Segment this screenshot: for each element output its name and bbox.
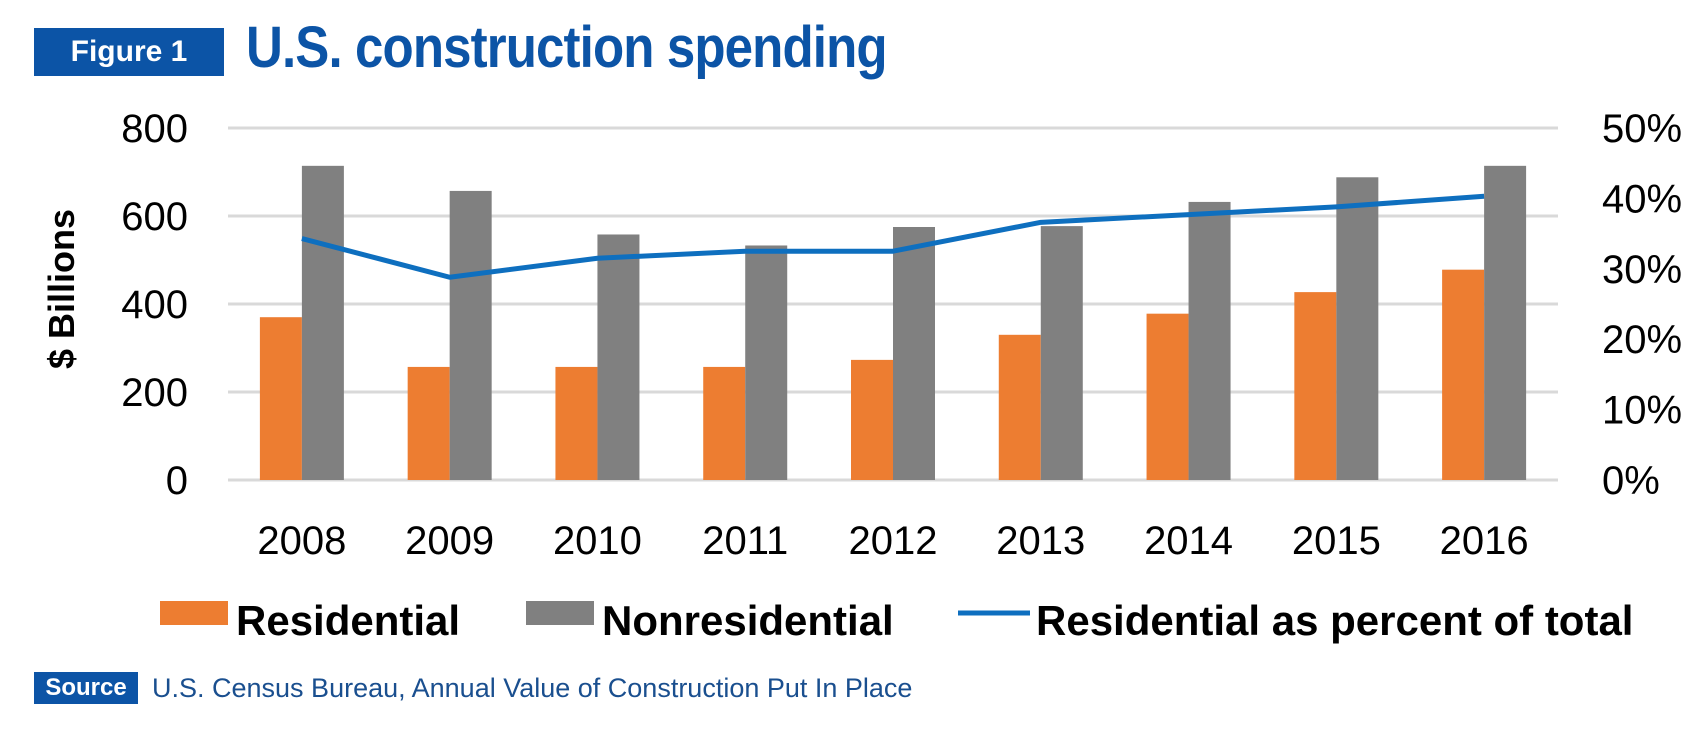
legend-label-residential: Residential	[236, 597, 460, 644]
y-tick-label: 800	[121, 107, 188, 151]
line-residential-percent	[301, 193, 1485, 280]
y2-tick-label: 40%	[1602, 177, 1682, 221]
x-tick-label: 2009	[405, 519, 494, 563]
x-tick-label: 2016	[1440, 519, 1529, 563]
y-axis-title: $ Billions	[41, 209, 82, 369]
bar-nonresidential	[893, 227, 935, 480]
axis-labels: 0 200 400 600 800 0% 10% 20% 30% 40% 50% 2008 2009 20…	[121, 107, 1682, 563]
legend-label-nonresidential: Nonresidential	[602, 597, 894, 644]
bar-nonresidential	[745, 245, 788, 480]
legend: Residential Nonresidential Residential as …	[160, 597, 1633, 644]
x-tick-label: 2013	[996, 519, 1085, 563]
source-badge: Source	[34, 672, 138, 704]
bars	[259, 165, 1527, 481]
bar-residential	[703, 366, 746, 480]
bar-nonresidential	[597, 234, 640, 480]
bar-nonresidential	[301, 165, 344, 480]
legend-label-line: Residential as percent of total	[1036, 597, 1633, 644]
line-layer	[301, 193, 1485, 280]
y-tick-label: 600	[121, 195, 188, 239]
y-tick-label: 400	[121, 283, 188, 327]
x-tick-label: 2010	[553, 519, 642, 563]
bar-nonresidential	[449, 190, 492, 481]
y2-tick-label: 50%	[1602, 107, 1682, 151]
source-text: U.S. Census Bureau, Annual Value of Cons…	[152, 673, 913, 703]
bar-nonresidential	[1336, 177, 1379, 480]
x-tick-label: 2015	[1292, 519, 1381, 563]
bar-residential	[1442, 269, 1485, 480]
x-tick-label: 2011	[702, 519, 788, 563]
y2-tick-label: 20%	[1602, 318, 1682, 362]
bar-nonresidential	[1484, 165, 1527, 480]
bar-residential	[998, 334, 1041, 480]
bar-residential	[555, 366, 598, 480]
bar-nonresidential	[1040, 226, 1083, 480]
figure-title: U.S. construction spending	[246, 15, 888, 80]
bar-residential	[1294, 292, 1337, 480]
y-tick-label: 0	[166, 459, 188, 503]
y2-tick-label: 0%	[1602, 459, 1660, 503]
legend-swatch-residential	[160, 601, 228, 625]
bar-nonresidential	[1188, 201, 1231, 481]
y-tick-label: 200	[121, 371, 188, 415]
figure-badge: Figure 1	[34, 28, 224, 76]
bar-residential	[407, 366, 450, 480]
y2-tick-label: 30%	[1602, 248, 1682, 292]
bar-residential	[1146, 313, 1189, 480]
x-tick-label: 2014	[1144, 519, 1233, 563]
bar-residential	[259, 317, 302, 480]
bar-residential	[851, 359, 893, 480]
x-tick-label: 2012	[849, 519, 938, 563]
legend-swatch-nonresidential	[526, 601, 594, 625]
x-tick-label: 2008	[257, 519, 346, 563]
y2-tick-label: 10%	[1602, 389, 1682, 433]
